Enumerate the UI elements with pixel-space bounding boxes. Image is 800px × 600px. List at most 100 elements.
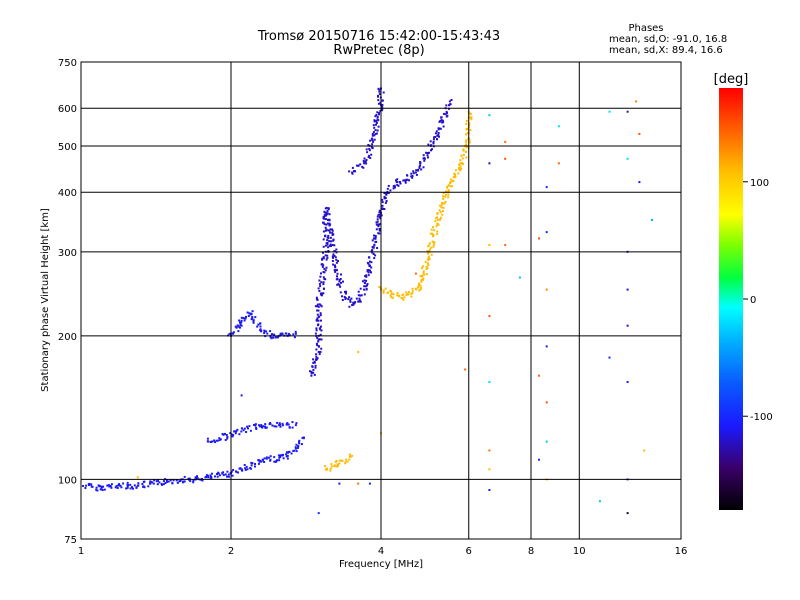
trace-point <box>263 330 266 333</box>
trace-point <box>347 298 350 301</box>
trace-point <box>322 238 325 241</box>
trace-point <box>390 292 393 295</box>
trace-point <box>383 192 386 194</box>
trace-point <box>267 456 270 459</box>
x-tick-label: 6 <box>466 546 472 557</box>
trace-point <box>355 297 358 300</box>
trace-point <box>383 195 386 198</box>
trace-point <box>422 166 425 169</box>
trace-point <box>87 482 90 485</box>
trace-point <box>217 471 220 474</box>
trace-point <box>324 254 327 257</box>
trace-point <box>328 222 331 225</box>
trace-point <box>428 151 430 154</box>
trace-point <box>433 136 436 139</box>
trace-point <box>120 486 123 489</box>
trace-point <box>334 266 337 269</box>
trace-point <box>252 319 255 322</box>
trace-point <box>372 131 375 134</box>
trace-point <box>310 372 313 375</box>
y-tick-label: 200 <box>58 332 77 343</box>
trace-point <box>425 273 428 276</box>
scatter-point <box>357 482 360 485</box>
trace-point <box>316 337 319 339</box>
trace-point <box>324 229 327 232</box>
trace-point <box>257 462 260 465</box>
trace-point <box>320 294 323 297</box>
trace-point <box>333 254 336 257</box>
trace-point <box>330 465 333 468</box>
trace-point <box>278 456 281 459</box>
trace-point <box>371 132 374 135</box>
trace-point <box>318 282 321 285</box>
trace-point <box>427 252 430 255</box>
trace-point <box>243 464 246 466</box>
trace-point <box>358 297 361 300</box>
trace-point <box>379 217 382 220</box>
trace-point <box>420 267 423 270</box>
trace-point <box>377 232 380 235</box>
x-axis: 1 2 4 6 8 10 16 <box>78 546 688 557</box>
trace-point <box>370 153 373 156</box>
colorbar-tick-label: -100 <box>750 412 773 423</box>
trace-point <box>331 260 334 262</box>
trace-point <box>385 193 388 196</box>
trace-point <box>225 434 228 436</box>
trace-point <box>359 294 362 297</box>
trace-point <box>129 487 132 490</box>
trace-point <box>364 285 367 288</box>
trace-point <box>207 476 210 479</box>
trace-point <box>430 246 433 249</box>
trace-point <box>237 471 239 474</box>
trace-point <box>434 220 437 223</box>
trace-point <box>259 325 262 328</box>
trace-point <box>262 425 264 428</box>
trace-point <box>331 244 334 246</box>
scatter-point <box>414 272 417 275</box>
trace-point <box>359 299 361 302</box>
trace-point <box>451 185 453 188</box>
trace-point <box>251 462 254 465</box>
trace-point <box>156 479 159 482</box>
x-tick-label: 10 <box>573 546 586 557</box>
trace-point <box>291 426 294 429</box>
trace-point <box>345 458 347 461</box>
trace-point <box>444 200 447 203</box>
trace-point <box>323 267 326 270</box>
trace-point <box>375 132 378 135</box>
trace-point <box>367 262 370 265</box>
trace-point <box>281 332 284 335</box>
trace-point <box>317 287 320 290</box>
trace-point <box>374 254 377 257</box>
trace-point <box>205 474 208 477</box>
trace-point <box>378 216 381 218</box>
trace-point <box>362 166 365 169</box>
trace-point <box>331 229 334 232</box>
trace-point <box>240 430 243 433</box>
trace-point <box>257 459 260 462</box>
trace-point <box>372 124 375 127</box>
trace-point <box>410 172 413 175</box>
trace-point <box>419 275 422 278</box>
trace-point <box>442 210 444 213</box>
trace-point <box>277 454 280 457</box>
trace-point <box>376 215 379 218</box>
trace-point <box>254 423 257 426</box>
trace-point <box>415 169 418 172</box>
trace-point <box>338 279 341 282</box>
trace-point <box>396 183 399 186</box>
trace-point <box>243 427 246 430</box>
trace-point <box>403 296 406 299</box>
trace-point <box>436 218 439 221</box>
trace-point <box>429 232 432 235</box>
trace-point <box>259 425 261 428</box>
trace-point <box>344 461 347 464</box>
trace-point <box>465 139 468 142</box>
trace-point <box>324 278 327 281</box>
trace-point <box>404 181 407 184</box>
trace-point <box>470 116 473 119</box>
trace-point <box>362 159 365 162</box>
trace-point <box>295 443 298 446</box>
trace-point <box>216 475 219 478</box>
